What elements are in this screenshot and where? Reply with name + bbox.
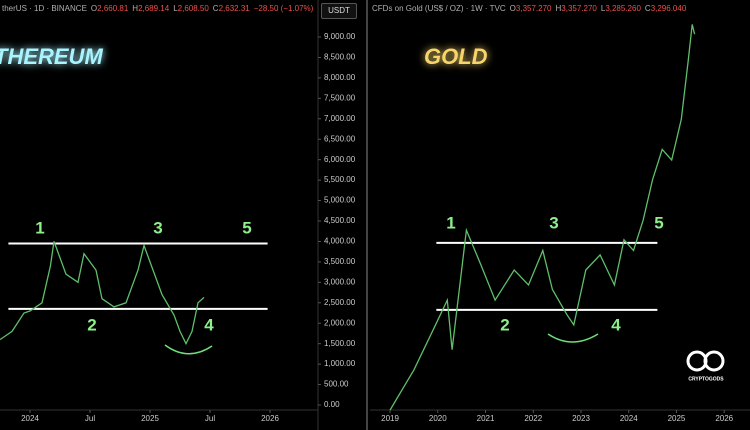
logo-text: CRYPTOGODS	[688, 376, 724, 382]
arc	[547, 333, 599, 343]
x-tick-label: 2025	[668, 414, 686, 423]
y-tick-label: 3,000.00	[324, 277, 356, 286]
header: therUS · 1D · BINANCE O2,660.81 H2,689.14 L…	[2, 4, 313, 13]
ohlc-key: H	[132, 4, 139, 13]
annotation: 3	[549, 213, 558, 232]
ohlc-value: 2,689.14	[138, 4, 170, 13]
ohlc-key: C	[644, 4, 651, 13]
logo-mark	[686, 350, 725, 372]
ohlc-value: 3,357.270	[561, 4, 597, 13]
change: −28.50 (−1.07%)	[253, 4, 314, 13]
ohlc-value: 2,608.50	[177, 4, 209, 13]
x-tick-label: Jul	[85, 414, 95, 423]
ohlc-value: 2,632.31	[218, 4, 250, 13]
price-line	[0, 241, 205, 346]
x-tick-label: 2019	[381, 414, 399, 423]
y-tick-label: 1,000.00	[324, 359, 356, 368]
y-tick-label: 2,500.00	[324, 298, 356, 307]
y-tick-label: 4,500.00	[324, 216, 356, 225]
y-tick-label: 8,000.00	[324, 73, 356, 82]
ohlc-key: C	[212, 4, 219, 13]
symbol: CFDs on Gold (US$ / OZ) · 1W · TVC	[372, 4, 506, 13]
annotation: 4	[611, 315, 621, 334]
y-tick-label: 6,500.00	[324, 134, 356, 143]
annotation: 1	[35, 218, 44, 237]
ohlc-key: L	[173, 4, 178, 13]
annotation: 5	[242, 218, 251, 237]
x-tick-label: Jul	[205, 414, 215, 423]
x-tick-label: 2026	[261, 414, 279, 423]
annotation: 5	[654, 213, 663, 232]
ohlc-value: 3,296.040	[650, 4, 687, 13]
x-tick-label: 2020	[429, 414, 447, 423]
ohlc-item: H2,689.14	[132, 4, 169, 13]
x-tick-label: 2024	[21, 414, 39, 423]
y-tick-label: 500.00	[324, 380, 349, 389]
x-tick-label: 2025	[141, 414, 159, 423]
y-tick-label: 4,000.00	[324, 237, 356, 246]
ohlc-value: 2,660.81	[97, 4, 129, 13]
x-tick-label: 2023	[572, 414, 590, 423]
ohlc-item: H3,357.270	[555, 4, 596, 13]
y-tick-label: 0.00	[324, 400, 340, 409]
y-tick-label: 2,000.00	[324, 318, 356, 327]
currency-label: USDT	[321, 3, 357, 19]
header: CFDs on Gold (US$ / OZ) · 1W · TVC O3,357…	[372, 4, 686, 13]
annotation: 4	[204, 315, 214, 334]
annotation: 2	[87, 315, 96, 334]
ohlc-key: O	[90, 4, 98, 13]
x-tick-label: 2021	[477, 414, 495, 423]
ohlc-value: 3,285.260	[605, 4, 641, 13]
symbol: therUS · 1D · BINANCE	[2, 4, 87, 13]
ohlc-item: O2,660.81	[91, 4, 128, 13]
x-tick-label: 2026	[715, 414, 733, 423]
ohlc-item: C3,296.040	[645, 4, 686, 13]
x-tick-label: 2024	[620, 414, 638, 423]
ohlc-item: O3,357.270	[510, 4, 552, 13]
y-tick-label: 1,500.00	[324, 339, 356, 348]
ohlc-item: L2,608.50	[173, 4, 209, 13]
chart-title: GOLD	[424, 44, 488, 69]
ohlc-key: H	[555, 4, 562, 13]
ohlc-value: 3,357.270	[515, 4, 552, 13]
chart-title: THEREUM	[0, 44, 103, 69]
x-tick-label: 2022	[524, 414, 542, 423]
annotation: 3	[153, 218, 162, 237]
y-tick-label: 5,500.00	[324, 175, 356, 184]
ohlc-key: L	[600, 4, 606, 13]
annotation: 2	[500, 315, 509, 334]
y-tick-label: 6,000.00	[324, 155, 356, 164]
ohlc-item: L3,285.260	[601, 4, 641, 13]
price-line	[389, 24, 696, 411]
y-tick-label: 9,000.00	[324, 32, 356, 41]
y-tick-label: 7,000.00	[324, 114, 356, 123]
ohlc-item: C2,632.31	[213, 4, 250, 13]
annotation: 1	[446, 213, 455, 232]
ohlc-key: O	[509, 4, 516, 13]
y-tick-label: 7,500.00	[324, 93, 356, 102]
y-tick-label: 5,000.00	[324, 196, 356, 205]
y-tick-label: 3,500.00	[324, 257, 356, 266]
y-tick-label: 8,500.00	[324, 53, 356, 62]
arc	[164, 344, 213, 355]
